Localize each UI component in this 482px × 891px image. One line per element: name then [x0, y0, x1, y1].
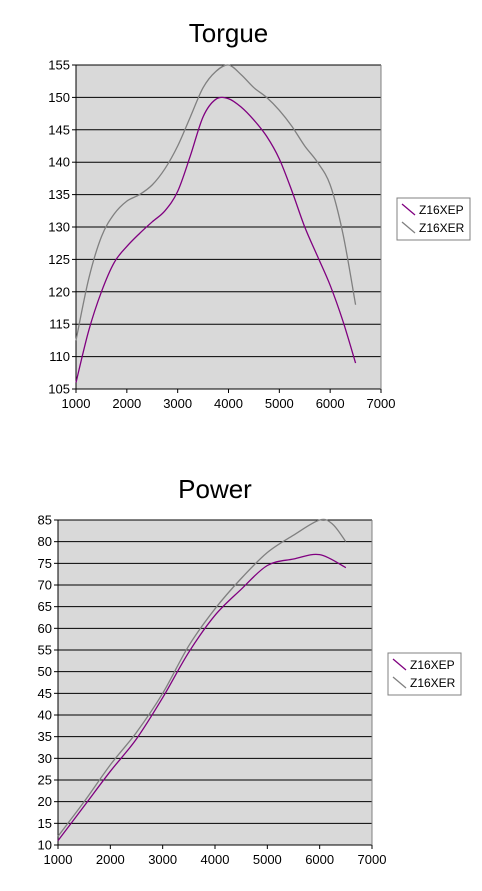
y-tick-label: 65	[38, 599, 52, 614]
x-tick-label: 5000	[253, 852, 282, 867]
legend-swatch-z16xer	[392, 676, 407, 689]
x-tick-label: 6000	[316, 396, 345, 411]
y-tick-label: 70	[38, 578, 52, 593]
y-tick-label: 50	[38, 664, 52, 679]
plot-area	[58, 520, 372, 845]
series-line-z16xer	[57, 518, 347, 837]
legend-label-z16xer: Z16XER	[419, 221, 465, 235]
x-tick-label: 7000	[358, 852, 387, 867]
y-tick-label: 35	[38, 729, 52, 744]
legend-label-z16xer: Z16XER	[410, 676, 456, 690]
y-tick-label: 130	[48, 220, 70, 235]
y-tick-label: 85	[38, 513, 52, 528]
y-tick-label: 155	[48, 58, 70, 73]
series-line-z16xer	[75, 64, 357, 341]
y-tick-label: 25	[38, 773, 52, 788]
y-tick-label: 45	[38, 686, 52, 701]
x-tick-label: 5000	[265, 396, 294, 411]
y-tick-label: 115	[49, 317, 70, 332]
y-tick-label: 15	[38, 816, 52, 831]
chart-title: Power	[178, 474, 252, 504]
y-tick-label: 80	[38, 534, 52, 549]
x-tick-label: 4000	[214, 396, 243, 411]
chart-title: Torgue	[189, 18, 269, 48]
legend-label-z16xep: Z16XEP	[419, 203, 464, 217]
y-tick-label: 10	[38, 838, 52, 853]
x-tick-label: 1000	[44, 852, 73, 867]
legend-label-z16xep: Z16XEP	[410, 658, 455, 672]
y-tick-label: 135	[48, 187, 70, 202]
y-tick-label: 55	[38, 643, 52, 658]
legend-swatch-z16xer	[401, 221, 416, 234]
y-tick-label: 105	[48, 382, 70, 397]
y-tick-label: 125	[48, 252, 70, 267]
x-tick-label: 6000	[305, 852, 334, 867]
y-tick-label: 40	[38, 708, 52, 723]
y-tick-label: 110	[49, 349, 70, 364]
legend-box	[396, 197, 471, 241]
x-tick-label: 3000	[163, 396, 192, 411]
y-tick-label: 145	[48, 122, 70, 137]
y-tick-label: 20	[38, 794, 52, 809]
x-tick-label: 3000	[148, 852, 177, 867]
x-tick-label: 4000	[201, 852, 230, 867]
chart-0: Torgue 105 110 115 120 125 130 135 140 145 150 155 1…	[48, 18, 471, 411]
x-tick-label: 7000	[367, 396, 396, 411]
series-line-z16xep	[75, 96, 357, 383]
legend-swatch-z16xep	[392, 658, 407, 671]
y-tick-label: 120	[48, 284, 70, 299]
legend: Z16XEP Z16XER	[396, 197, 471, 241]
y-tick-label: 140	[48, 155, 70, 170]
chart-1: Power 10 15 20 25 30 35 40 45 50 55 60 65 70 75 80 85 100…	[38, 474, 462, 867]
y-tick-label: 75	[38, 556, 52, 571]
x-tick-label: 2000	[96, 852, 125, 867]
series-line-z16xep	[57, 553, 347, 842]
legend-box	[387, 652, 462, 696]
x-tick-label: 1000	[62, 396, 91, 411]
y-tick-label: 30	[38, 751, 52, 766]
y-tick-label: 60	[38, 621, 52, 636]
legend: Z16XEP Z16XER	[387, 652, 462, 696]
x-tick-label: 2000	[112, 396, 141, 411]
y-tick-label: 150	[48, 90, 70, 105]
legend-swatch-z16xep	[401, 203, 416, 216]
